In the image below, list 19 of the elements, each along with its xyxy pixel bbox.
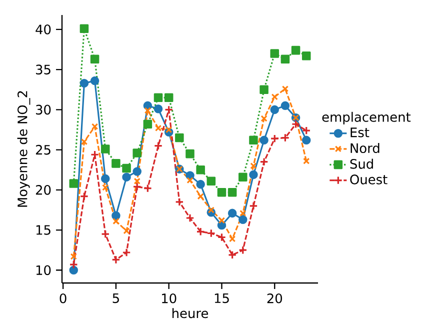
y-axis-title: Moyenne de NO_2 <box>17 91 30 207</box>
legend-label: Ouest <box>350 174 388 184</box>
legend-label: Est <box>350 128 370 138</box>
legend-title: emplacement <box>322 112 411 124</box>
y-tick-label: 15 <box>36 225 50 235</box>
legend-label: Sud <box>350 158 373 169</box>
y-tick-label: 40 <box>36 24 51 34</box>
x-tick-label: 0 <box>60 293 66 304</box>
x-tick-label: 15 <box>214 294 229 304</box>
x-tick-label: 20 <box>267 293 282 304</box>
y-tick-label: 20 <box>36 185 51 195</box>
x-tick-label: 10 <box>162 293 176 304</box>
y-tick-label: 25 <box>36 144 50 155</box>
y-tick-label: 35 <box>36 64 50 74</box>
x-tick-label: 5 <box>112 294 119 304</box>
legend-label: Nord <box>350 143 380 154</box>
y-tick-label: 10 <box>36 265 51 276</box>
y-tick-label: 30 <box>36 104 51 115</box>
x-axis-title: heure <box>172 308 208 318</box>
